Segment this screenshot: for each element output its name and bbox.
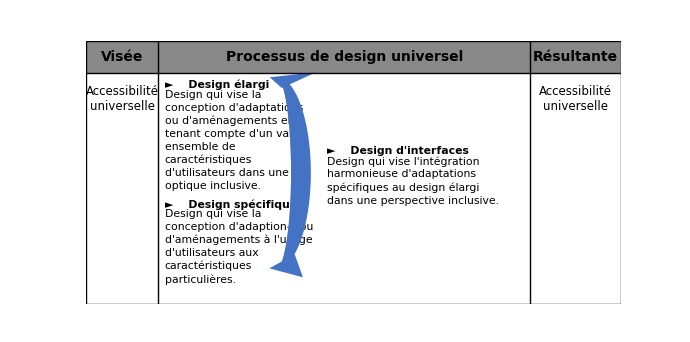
Polygon shape: [279, 78, 310, 267]
Text: ►    Design élargi: ► Design élargi: [165, 79, 269, 90]
Text: Design qui vise la
conception d'adaptations
ou d'aménagements en
tenant compte d: Design qui vise la conception d'adaptati…: [165, 90, 306, 191]
Polygon shape: [269, 254, 303, 277]
Text: ►    Design d'interfaces: ► Design d'interfaces: [327, 146, 469, 156]
Text: Design qui vise la
conception d'adaption­s ou
d'aménagements à l'usage
d'utilisa: Design qui vise la conception d'adaption…: [165, 209, 313, 285]
Text: Résultante: Résultante: [533, 50, 618, 64]
Bar: [86, 41, 621, 73]
Text: Accessibilité
universelle: Accessibilité universelle: [539, 85, 612, 113]
Text: ►    Design spécifique: ► Design spécifique: [165, 199, 297, 210]
Bar: [86, 73, 621, 304]
Text: Accessibilité
universelle: Accessibilité universelle: [86, 85, 159, 113]
Polygon shape: [270, 72, 317, 88]
Text: Design qui vise l'intégration
harmonieuse d'adaptations
spécifiques au design él: Design qui vise l'intégration harmonieus…: [327, 156, 499, 206]
Text: Visée: Visée: [101, 50, 144, 64]
Polygon shape: [276, 77, 294, 269]
Text: Processus de design universel: Processus de design universel: [226, 50, 463, 64]
